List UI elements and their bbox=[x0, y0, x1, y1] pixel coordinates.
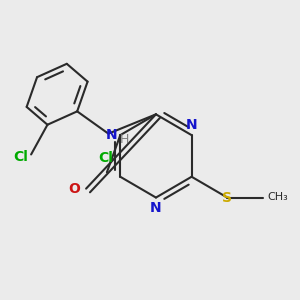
Text: N: N bbox=[106, 128, 117, 142]
Text: O: O bbox=[68, 182, 80, 196]
Text: Cl: Cl bbox=[13, 150, 28, 164]
Text: N: N bbox=[186, 118, 197, 132]
Text: H: H bbox=[120, 133, 129, 146]
Text: Cl: Cl bbox=[98, 151, 113, 165]
Text: N: N bbox=[150, 200, 162, 214]
Text: CH₃: CH₃ bbox=[267, 192, 288, 202]
Text: S: S bbox=[222, 190, 232, 205]
